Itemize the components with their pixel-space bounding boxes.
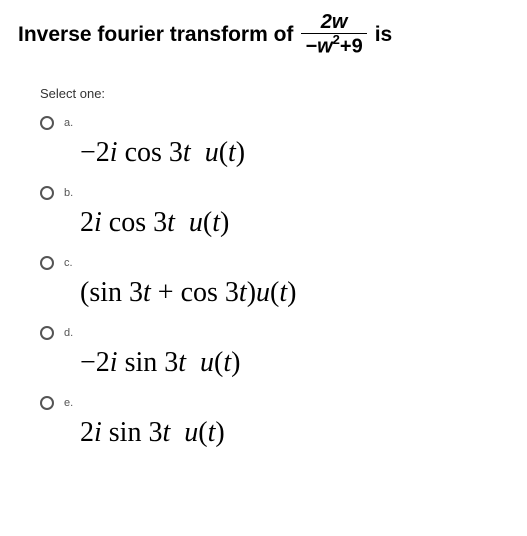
fraction-den-after: +9 xyxy=(340,36,363,58)
option-d-letter: d. xyxy=(64,327,73,339)
option-a[interactable]: a. −2i cos 3t u(t) xyxy=(40,113,509,169)
option-c-letter: c. xyxy=(64,257,73,269)
option-b[interactable]: b. 2i cos 3t u(t) xyxy=(40,183,509,239)
option-a-math: −2i cos 3t u(t) xyxy=(80,137,509,169)
option-d[interactable]: d. −2i sin 3t u(t) xyxy=(40,323,509,379)
option-d-math: −2i sin 3t u(t) xyxy=(80,347,509,379)
option-c-math: (sin 3t + cos 3t)u(t) xyxy=(80,277,509,309)
option-c-head: c. xyxy=(40,253,509,273)
option-b-head: b. xyxy=(40,183,509,203)
option-a-letter: a. xyxy=(64,117,73,129)
option-e-letter: e. xyxy=(64,397,73,409)
fraction-denominator: −w2+9 xyxy=(301,33,366,58)
option-e-head: e. xyxy=(40,393,509,413)
options-group: a. −2i cos 3t u(t) b. 2i cos 3t u(t) c. … xyxy=(40,113,509,449)
fraction-den-sup: 2 xyxy=(333,32,340,47)
question-prefix: Inverse fourier transform of xyxy=(18,23,293,47)
radio-c-icon[interactable] xyxy=(40,256,54,270)
select-one-label: Select one: xyxy=(40,86,509,101)
fraction-numerator: 2w xyxy=(317,12,352,33)
option-e-math: 2i sin 3t u(t) xyxy=(80,417,509,449)
option-c[interactable]: c. (sin 3t + cos 3t)u(t) xyxy=(40,253,509,309)
question-text: Inverse fourier transform of 2w −w2+9 is xyxy=(18,12,509,58)
radio-a-icon[interactable] xyxy=(40,116,54,130)
radio-d-icon[interactable] xyxy=(40,326,54,340)
fraction-den-before: −w xyxy=(305,36,332,58)
question-fraction: 2w −w2+9 xyxy=(301,12,366,58)
option-e[interactable]: e. 2i sin 3t u(t) xyxy=(40,393,509,449)
option-b-math: 2i cos 3t u(t) xyxy=(80,207,509,239)
radio-e-icon[interactable] xyxy=(40,396,54,410)
option-b-letter: b. xyxy=(64,187,73,199)
option-a-head: a. xyxy=(40,113,509,133)
question-suffix: is xyxy=(375,23,393,47)
radio-b-icon[interactable] xyxy=(40,186,54,200)
option-d-head: d. xyxy=(40,323,509,343)
